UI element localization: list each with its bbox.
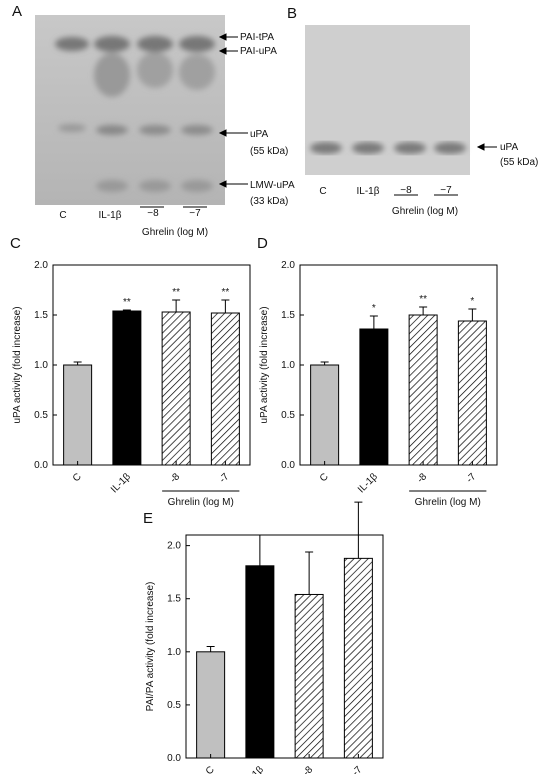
x-tick-label: C [318,471,331,484]
y-tick-label: 1.0 [34,360,48,371]
error-bar [73,361,82,365]
x-tick-label: -8 [168,471,182,485]
band-label: (55 kDa) [250,146,288,157]
y-tick-label: 2.0 [281,260,295,271]
band-label: PAI-tPA [240,32,274,43]
lane-label: C [319,186,326,197]
y-tick-label: 0.0 [281,460,295,471]
x-tick-label: C [71,471,84,484]
error-bar [419,306,428,315]
bar [310,364,340,466]
y-tick-label: 1.5 [167,594,181,605]
significance: ** [123,297,131,308]
y-tick-label: 0.0 [167,753,181,764]
x-tick-label: -8 [415,471,429,485]
gel-b: B uPA (55 kDa) C IL-1β −8 −7 Ghrelin (lo… [287,5,538,217]
y-axis-label: uPA activity (fold increase) [12,306,23,423]
y-tick-label: 1.0 [281,360,295,371]
band-label: (33 kDa) [250,196,288,207]
lane-label: IL-1β [357,186,380,197]
band-label: PAI-uPA [240,46,277,57]
y-tick-label: 0.5 [167,700,181,711]
bar [408,314,438,466]
bar [359,328,389,466]
error-bar [305,551,314,595]
group-label: Ghrelin (log M) [142,227,208,238]
significance: * [470,296,474,307]
bar [294,593,324,759]
lane-label: C [59,210,66,221]
group-label: Ghrelin (log M) [415,497,481,508]
error-bar [206,646,215,652]
bar [161,311,191,466]
lane-label: −8 [400,185,412,196]
band-label: LMW-uPA [250,180,295,191]
lane-label: −8 [147,208,159,219]
group-label: Ghrelin (log M) [168,497,234,508]
bar [343,557,373,759]
y-tick-label: 2.0 [167,541,181,552]
y-axis-label: uPA activity (fold increase) [259,306,270,423]
gel-a: A PAI-tPA PAI-uPA uPA (55 kDa) LMW-uPA (… [12,3,295,238]
bar [245,565,275,759]
error-bar [320,361,329,365]
y-tick-label: 1.5 [281,310,295,321]
significance: ** [419,294,427,305]
panel-label: A [12,3,22,20]
x-tick-label: -7 [350,764,364,774]
significance: ** [221,287,229,298]
y-tick-label: 0.5 [34,410,48,421]
plot-frame [185,534,384,759]
x-tick-label: C [204,764,217,774]
band-label: uPA [250,129,268,140]
x-tick-label: -8 [301,764,315,774]
x-tick-label: -7 [217,471,231,485]
error-bar [354,501,363,559]
lane-label: −7 [440,185,452,196]
band-label: uPA [500,142,518,153]
bar [210,312,240,466]
bar [112,310,142,466]
panel-label: D [257,235,268,252]
lane-label: −7 [189,208,201,219]
x-tick-label: IL-1β [356,471,380,495]
panel-label: E [143,510,153,527]
bar [63,364,93,466]
y-tick-label: 1.5 [34,310,48,321]
error-bar [369,315,378,329]
y-axis-label: PAI/PA activity (fold increase) [145,582,156,712]
error-bar [122,309,131,311]
significance: ** [172,287,180,298]
y-tick-label: 0.0 [34,460,48,471]
y-tick-label: 0.5 [281,410,295,421]
x-tick-label: -7 [464,471,478,485]
panel-label: B [287,5,297,22]
y-tick-label: 1.0 [167,647,181,658]
x-tick-label: IL-1β [242,764,266,774]
error-bar [255,534,264,566]
band-label: (55 kDa) [500,157,538,168]
error-bar [172,299,181,312]
error-bar [468,308,477,321]
panel-label: C [10,235,21,252]
bar [457,320,487,466]
x-tick-label: IL-1β [109,471,133,495]
y-tick-label: 2.0 [34,260,48,271]
bar [196,651,226,759]
significance: * [372,303,376,314]
group-label: Ghrelin (log M) [392,206,458,217]
lane-label: IL-1β [99,210,122,221]
error-bar [221,299,230,313]
